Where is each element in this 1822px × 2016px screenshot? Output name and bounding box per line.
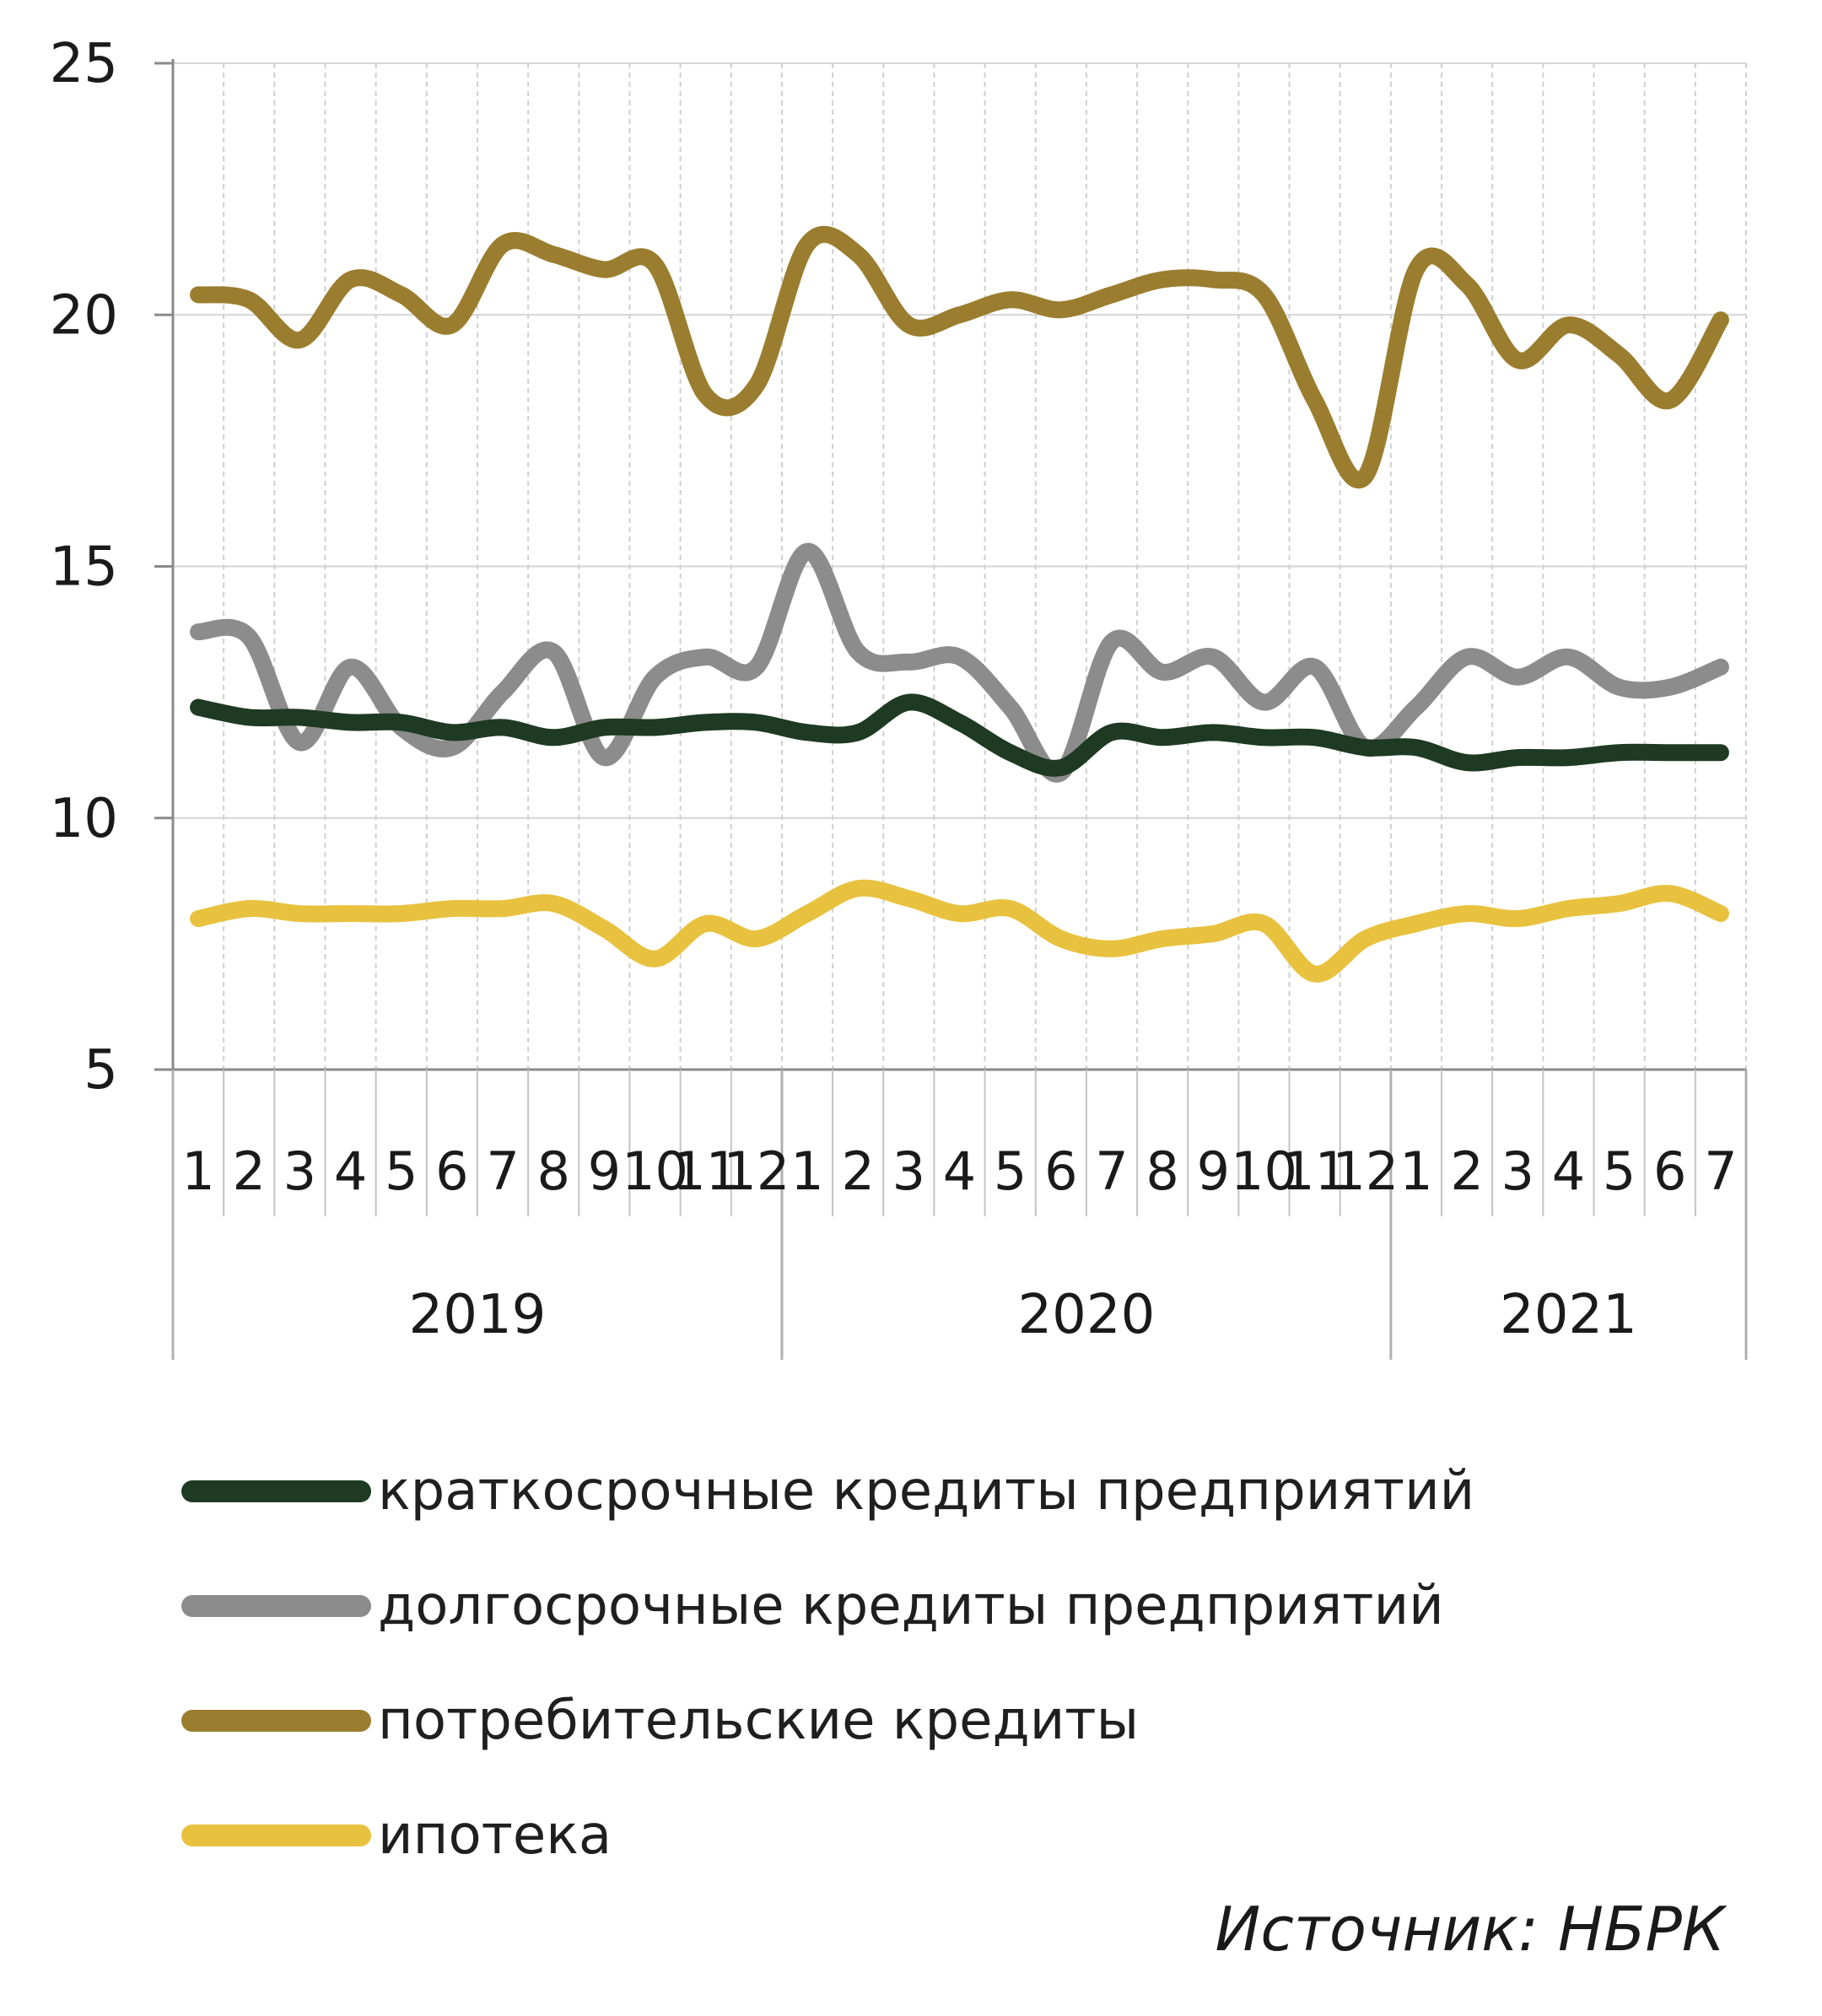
legend-item-short-term: краткосрочные кредиты предприятий <box>181 1434 1474 1549</box>
legend-label: долгосрочные кредиты предприятий <box>378 1575 1444 1637</box>
chart-legend: краткосрочные кредиты предприятий долгос… <box>181 1434 1474 1893</box>
x-tick-label: 3 <box>283 1140 316 1202</box>
x-tick-label: 4 <box>1552 1140 1585 1202</box>
x-tick-label: 6 <box>1044 1140 1077 1202</box>
x-tick-label: 1 <box>1399 1140 1432 1202</box>
source-note: Источник: НБРК <box>1215 1894 1725 1965</box>
x-tick-label: 2 <box>1450 1140 1483 1202</box>
x-tick-label: 4 <box>943 1140 976 1202</box>
x-tick-label: 10 <box>1231 1140 1297 1202</box>
x-year-label: 2019 <box>409 1284 547 1346</box>
legend-item-consumer: потребительские кредиты <box>181 1663 1474 1778</box>
x-year-label: 2020 <box>1017 1284 1155 1346</box>
x-tick-label: 1 <box>181 1140 214 1202</box>
x-tick-label: 5 <box>385 1140 418 1202</box>
y-tick-label: 10 <box>50 788 118 850</box>
x-tick-label: 10 <box>622 1140 688 1202</box>
x-tick-label: 5 <box>1603 1140 1636 1202</box>
legend-label: потребительские кредиты <box>378 1690 1140 1752</box>
legend-label: краткосрочные кредиты предприятий <box>378 1460 1475 1523</box>
x-tick-label: 12 <box>1332 1140 1399 1202</box>
x-tick-label: 8 <box>1145 1140 1178 1202</box>
series-line-short-term <box>190 693 1729 777</box>
y-tick-label: 20 <box>50 284 118 347</box>
x-tick-label: 7 <box>1095 1140 1128 1202</box>
x-tick-label: 11 <box>1281 1140 1348 1202</box>
x-tick-label: 9 <box>1197 1140 1230 1202</box>
x-tick-label: 7 <box>1704 1140 1737 1202</box>
x-tick-label: 3 <box>892 1140 925 1202</box>
x-tick-label: 6 <box>1653 1140 1686 1202</box>
legend-swatch <box>181 1825 371 1846</box>
x-tick-label: 2 <box>841 1140 874 1202</box>
legend-item-long-term: долгосрочные кредиты предприятий <box>181 1549 1474 1663</box>
chart-axes <box>154 59 1748 1360</box>
series-line-mortgage <box>190 879 1729 983</box>
x-year-label: 2021 <box>1500 1284 1637 1346</box>
x-tick-label: 6 <box>435 1140 468 1202</box>
series-line-consumer <box>190 225 1729 488</box>
legend-swatch <box>181 1480 371 1502</box>
x-tick-label: 5 <box>994 1140 1027 1202</box>
series-line-long-term <box>190 542 1729 783</box>
x-tick-label: 7 <box>486 1140 519 1202</box>
x-tick-label: 4 <box>334 1140 367 1202</box>
legend-swatch <box>181 1595 371 1617</box>
y-tick-label: 25 <box>50 33 118 95</box>
legend-item-mortgage: ипотека <box>181 1778 1474 1893</box>
x-tick-label: 1 <box>790 1140 823 1202</box>
y-tick-label: 15 <box>50 536 118 599</box>
x-tick-label: 11 <box>672 1140 739 1202</box>
x-tick-label: 12 <box>723 1140 790 1202</box>
chart-series <box>190 225 1729 983</box>
x-tick-label: 9 <box>588 1140 621 1202</box>
legend-swatch <box>181 1710 371 1732</box>
legend-label: ипотека <box>378 1804 612 1867</box>
x-tick-label: 3 <box>1501 1140 1534 1202</box>
x-tick-label: 2 <box>233 1140 266 1202</box>
x-tick-label: 8 <box>536 1140 569 1202</box>
y-tick-label: 5 <box>84 1039 118 1102</box>
